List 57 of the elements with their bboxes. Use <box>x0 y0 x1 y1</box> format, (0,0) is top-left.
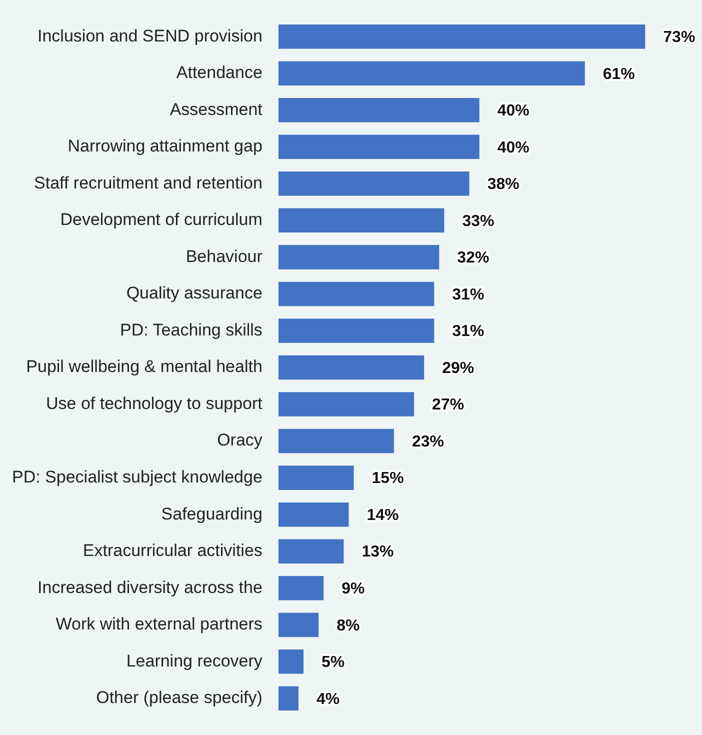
y-tick-label: Narrowing attainment gap <box>68 136 262 156</box>
y-tick-label: Other (please specify) <box>96 688 262 708</box>
data-label: 27% <box>432 396 464 414</box>
data-label: 32% <box>457 250 490 267</box>
data-label: 40% <box>497 139 530 156</box>
y-tick-label: PD: Specialist subject knowledge <box>12 467 262 486</box>
y-tick-label: Pupil wellbeing & mental health <box>26 357 262 376</box>
y-tick-label: PD: Teaching skills <box>120 320 262 340</box>
data-label: 5% <box>322 654 345 672</box>
bar <box>278 392 414 416</box>
data-label: 31% <box>452 323 484 340</box>
data-label: 4% <box>316 690 340 708</box>
data-label: 14% <box>366 506 399 524</box>
bar <box>278 466 354 490</box>
y-tick-label: Learning recovery <box>126 651 263 670</box>
y-tick-label: Quality assurance <box>126 284 262 303</box>
data-label: 13% <box>362 544 394 561</box>
bar <box>278 172 470 196</box>
y-tick-label: Safeguarding <box>161 504 262 524</box>
bar <box>278 318 434 343</box>
data-label: 15% <box>372 470 404 488</box>
bar <box>278 24 646 49</box>
data-label: 31% <box>452 286 484 304</box>
data-label: 9% <box>342 580 365 598</box>
y-tick-label: Inclusion and SEND provision <box>38 26 262 46</box>
bar <box>278 208 444 233</box>
bar <box>278 245 440 270</box>
bar <box>278 612 319 638</box>
bar <box>278 134 480 160</box>
bar <box>278 428 394 454</box>
y-tick-label: Behaviour <box>186 246 263 266</box>
y-tick-label: Work with external partners <box>56 614 262 634</box>
data-label: 8% <box>336 617 360 634</box>
data-label: 40% <box>497 102 530 120</box>
y-tick-label: Assessment <box>170 100 263 119</box>
data-label: 73% <box>663 28 696 46</box>
bar <box>278 502 349 527</box>
y-tick-label: Increased diversity across the <box>38 578 262 597</box>
bar <box>278 98 480 122</box>
y-tick-label: Extracurricular activities <box>82 541 262 560</box>
bar <box>278 539 344 564</box>
data-label: 23% <box>412 433 444 450</box>
data-label: 38% <box>487 176 520 194</box>
y-tick-label: Use of technology to support <box>46 394 263 413</box>
bar <box>278 576 324 600</box>
y-tick-label: Staff recruitment and retention <box>34 173 262 192</box>
bar <box>278 282 434 306</box>
bar <box>278 355 424 380</box>
bar <box>278 61 585 86</box>
data-label: 29% <box>442 360 474 377</box>
bar <box>278 650 304 674</box>
y-tick-label: Oracy <box>217 430 263 450</box>
data-label: 61% <box>602 66 635 83</box>
y-tick-label: Attendance <box>176 63 262 82</box>
bar <box>278 686 299 711</box>
data-label: 33% <box>462 212 494 230</box>
y-tick-label: Development of curriculum <box>60 210 262 230</box>
